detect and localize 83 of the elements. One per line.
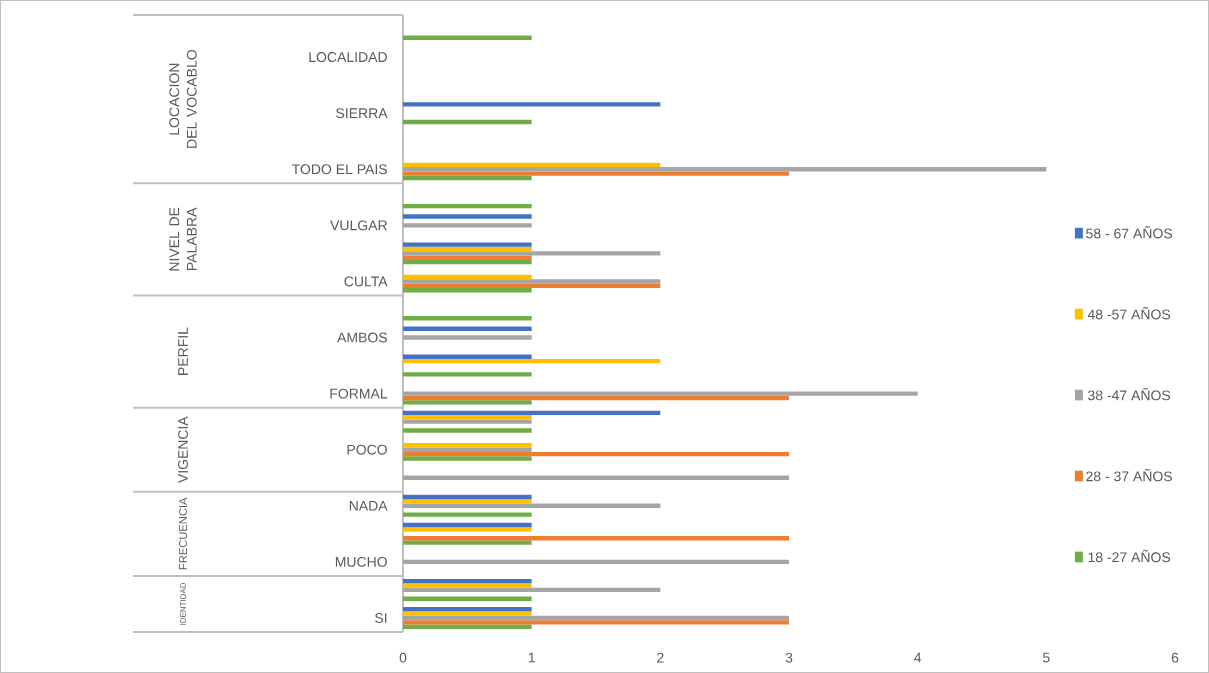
- text: PERFIL: [178, 327, 188, 375]
- bar: [403, 583, 532, 588]
- bar: [403, 540, 532, 545]
- y-tick-label: CULTA: [344, 276, 388, 287]
- bar: [403, 102, 661, 107]
- x-tick-label: 6: [1171, 652, 1179, 663]
- bar: [403, 400, 532, 405]
- bar: [403, 246, 532, 252]
- bar: [403, 283, 661, 289]
- bar: [403, 203, 532, 209]
- bar: [403, 335, 532, 340]
- bar: [403, 596, 532, 601]
- bar: [403, 354, 532, 359]
- bar: [403, 611, 532, 616]
- x-tick-label: 3: [785, 652, 793, 663]
- bar: [403, 372, 532, 377]
- bar: [403, 587, 661, 593]
- y-tick-label: LOCALIDAD: [309, 52, 387, 63]
- bar: [403, 456, 532, 461]
- bar: [403, 447, 532, 452]
- bar: [403, 214, 532, 219]
- y-tick-label: MUCHO: [335, 556, 387, 567]
- bar: [403, 522, 532, 528]
- bar: [403, 624, 532, 629]
- bar: [403, 410, 661, 416]
- legend-label: 48 -57 AÑOS: [1087, 306, 1171, 320]
- x-tick-label: 1: [528, 652, 535, 663]
- x-tick-label: 4: [914, 652, 922, 663]
- bar: [403, 395, 790, 401]
- bar: [403, 242, 532, 247]
- bar: [403, 428, 532, 433]
- y-tick-label: POCO: [347, 444, 387, 455]
- bar: [403, 606, 532, 612]
- bar: [403, 255, 532, 260]
- y-tick-label: SI: [375, 613, 387, 623]
- bar: [403, 316, 532, 321]
- y-tick-label: NADA: [349, 500, 388, 511]
- bar: [403, 358, 661, 364]
- bar: [403, 419, 532, 424]
- x-tick-label: 0: [399, 652, 407, 663]
- bar: [403, 259, 532, 265]
- x-tick-label: 5: [1043, 652, 1050, 663]
- bar: [403, 536, 790, 541]
- bar: [403, 503, 661, 508]
- bar: [403, 494, 532, 500]
- legend-label: 38 -47 AÑOS: [1088, 387, 1171, 401]
- bar: [403, 223, 532, 228]
- bar: [403, 251, 661, 256]
- legend-label: 58 - 67 AÑOS: [1086, 226, 1173, 239]
- bar: [403, 527, 532, 532]
- x-tick-label: 2: [657, 652, 664, 663]
- text: NIVEL DE PALABRA: [169, 207, 197, 271]
- bar: [403, 35, 532, 41]
- y-tick-label: SIERRA: [336, 108, 388, 119]
- legend-label: 18 -27 AÑOS: [1088, 549, 1171, 563]
- bar: [403, 451, 790, 457]
- bar: [403, 288, 532, 293]
- bar: [403, 326, 532, 331]
- bar: [403, 171, 790, 176]
- bar: [403, 274, 532, 280]
- y-tick-label: VULGAR: [330, 220, 387, 231]
- bar: [403, 415, 532, 420]
- bar: [403, 443, 532, 448]
- legend-label: 28 - 37 AÑOS: [1086, 468, 1173, 482]
- bar: [403, 559, 790, 565]
- bar: [403, 167, 1047, 172]
- bar: [403, 578, 532, 584]
- bar: [403, 279, 661, 284]
- y-tick-label: AMBOS: [337, 332, 387, 343]
- bar: [403, 499, 532, 504]
- bar: [403, 162, 661, 168]
- bar: [403, 391, 918, 396]
- text: FRECUENCIA: [179, 497, 187, 570]
- bar: [403, 175, 532, 181]
- y-tick-label: FORMAL: [330, 388, 388, 399]
- bar: [403, 512, 532, 517]
- y-tick-label: TODO EL PAIS: [291, 164, 388, 175]
- text: LOCACION DEL VOCABLO: [169, 50, 197, 148]
- bar: [403, 615, 790, 621]
- text: VIGENCIA: [178, 416, 188, 483]
- bar: [403, 119, 532, 125]
- bar: [403, 620, 790, 625]
- bar: [403, 475, 790, 480]
